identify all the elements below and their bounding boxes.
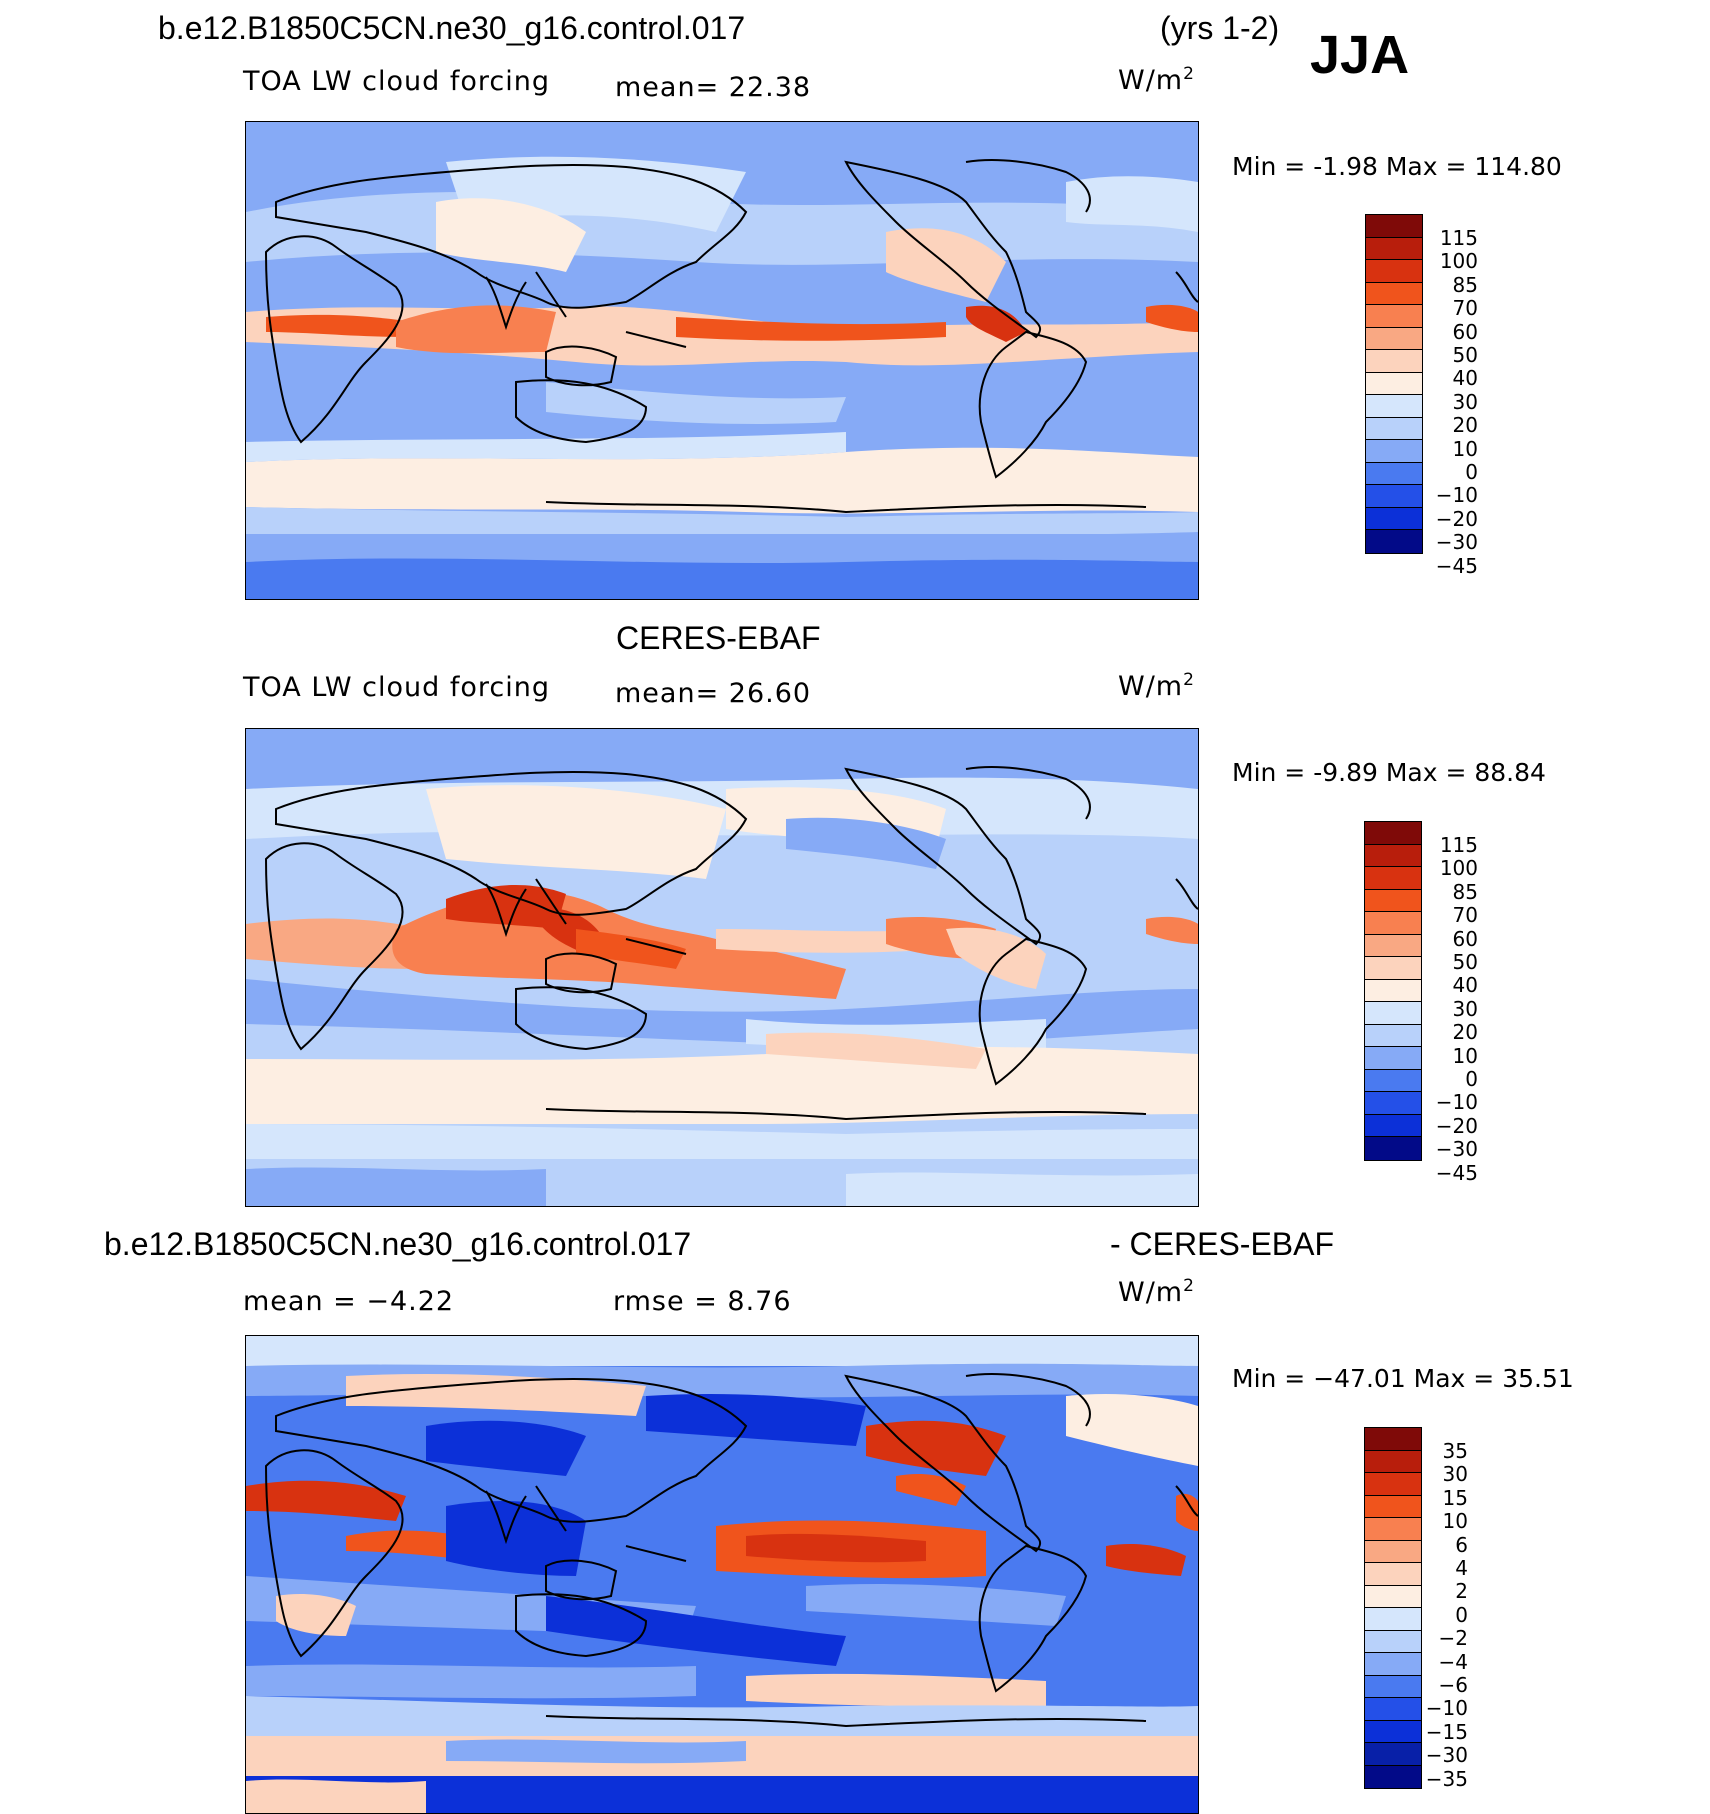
panel3-colorbar-labels: 35 30 15 10 6 4 2 0 −2 −4 −6 −10 −15 −30 −35 (1425, 1439, 1468, 1791)
panel2-colorbar-labels: 115 100 85 70 60 50 40 30 20 10 0 −10 −20 −30 −45 (1435, 833, 1478, 1185)
panel2-minmax: Min = -9.89 Max = 88.84 (1232, 758, 1546, 787)
panel3-colorbar (1364, 1427, 1422, 1789)
panel2-map (245, 728, 1199, 1207)
panel2-units: W/m2 (1118, 670, 1195, 702)
panel1-map (245, 121, 1199, 600)
panel1-colorbar-labels: 115 100 85 70 60 50 40 30 20 10 0 −10 −20 −30 −45 (1435, 226, 1478, 578)
panel3-map (245, 1335, 1199, 1814)
case-title: b.e12.B1850C5CN.ne30_g16.control.017 (158, 10, 746, 46)
panel3-mean: mean = −4.22 (243, 1286, 455, 1317)
panel3-rmse: rmse = 8.76 (613, 1286, 792, 1317)
panel1-variable: TOA LW cloud forcing (243, 66, 550, 97)
panel1-units: W/m2 (1118, 64, 1195, 96)
panel3-title-right: - CERES-EBAF (1110, 1226, 1335, 1262)
panel1-minmax: Min = -1.98 Max = 114.80 (1232, 152, 1562, 181)
panel1-colorbar (1365, 214, 1423, 554)
years-label: (yrs 1-2) (1160, 10, 1280, 46)
panel3-title-left: b.e12.B1850C5CN.ne30_g16.control.017 (104, 1226, 692, 1262)
panel3-units: W/m2 (1118, 1276, 1195, 1308)
panel3-minmax: Min = −47.01 Max = 35.51 (1232, 1364, 1574, 1393)
panel2-variable: TOA LW cloud forcing (243, 672, 550, 703)
panel2-mean: mean= 26.60 (615, 678, 812, 709)
panel1-mean: mean= 22.38 (615, 72, 812, 103)
panel2-colorbar (1364, 821, 1422, 1161)
season-label: JJA (1310, 25, 1410, 85)
panel2-title: CERES-EBAF (616, 620, 821, 656)
